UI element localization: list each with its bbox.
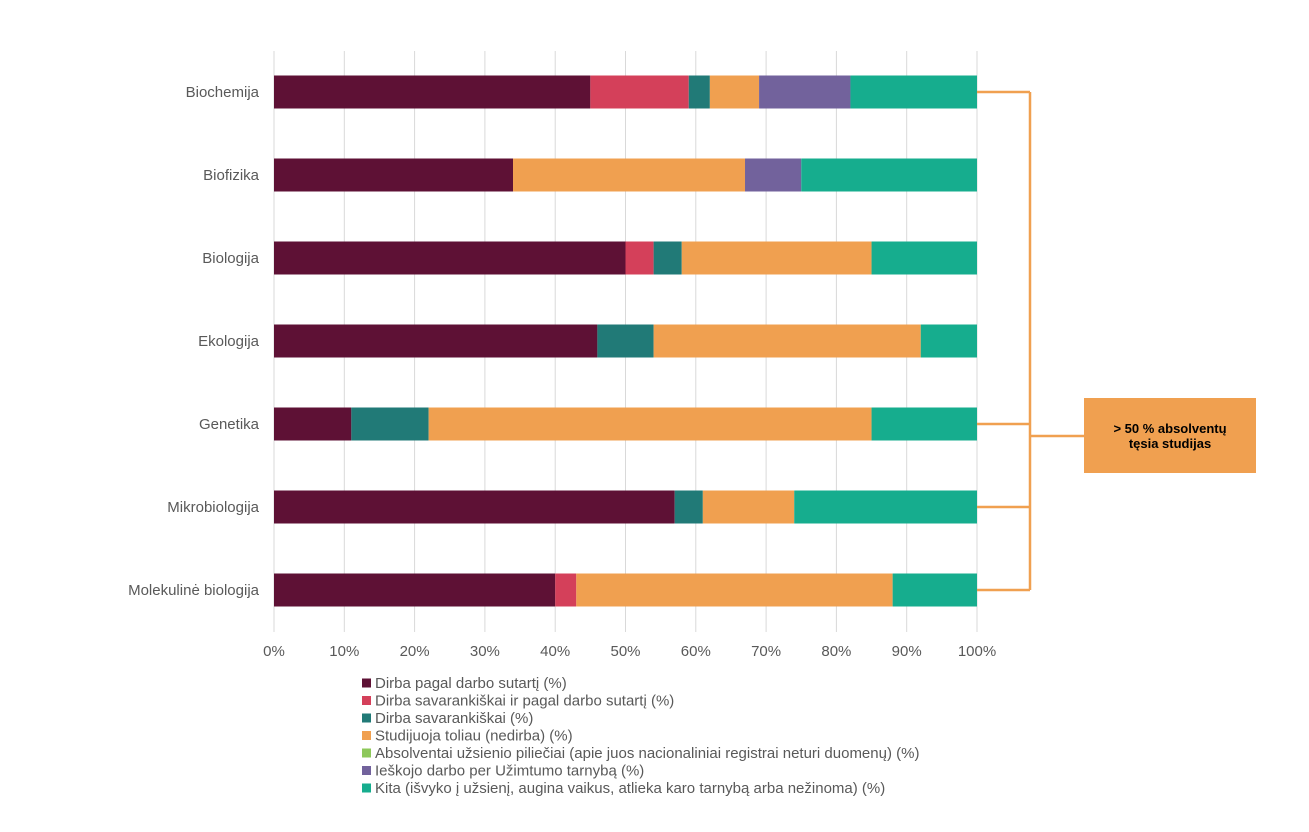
legend: Dirba pagal darbo sutartį (%)Dirba savar… <box>362 675 919 797</box>
bar-segment <box>274 158 514 192</box>
bars <box>274 75 977 607</box>
x-tick-label: 90% <box>892 643 922 660</box>
x-tick-label: 30% <box>470 643 500 660</box>
legend-entry: Studijuoja toliau (nedirba) (%) <box>375 728 573 745</box>
legend-swatch <box>362 748 371 758</box>
bar-segment <box>351 407 429 441</box>
bar-segment <box>555 573 577 607</box>
bar-segment <box>428 407 872 441</box>
x-tick-label: 10% <box>329 643 359 660</box>
bar-segment <box>274 407 352 441</box>
bar-segment <box>513 158 746 192</box>
legend-swatch <box>362 731 371 740</box>
x-tick-label: 0% <box>263 643 285 660</box>
bar-segment <box>274 573 556 607</box>
bar-segment <box>653 324 921 358</box>
legend-entry: Dirba savarankiškai ir pagal darbo sutar… <box>375 693 674 710</box>
bar-segment <box>794 490 977 524</box>
category-label: Molekulinė biologija <box>128 582 260 599</box>
x-tick-label: 70% <box>751 643 781 660</box>
legend-swatch <box>362 783 371 793</box>
bar-segment <box>625 241 654 275</box>
legend-entry: Ieškojo darbo per Užimtumo tarnybą (%) <box>375 763 644 780</box>
bar-segment <box>871 241 977 275</box>
bar-segment <box>850 75 977 109</box>
x-tick-labels: 0% 10% 20% 30% 40% 50% 60% 70% 80% 90% 100% <box>263 643 996 660</box>
bar-segment <box>801 158 977 192</box>
legend-swatch <box>362 713 371 723</box>
callout-bracket <box>977 90 1084 592</box>
x-tick-label: 100% <box>958 643 996 660</box>
bar-segment <box>759 75 851 109</box>
bar-segment <box>597 324 654 358</box>
bar-segment <box>590 75 689 109</box>
category-label: Biochemija <box>186 84 260 101</box>
legend-entry: Kita (išvyko į užsienį, augina vaikus, a… <box>375 780 885 797</box>
legend-swatch <box>362 766 371 775</box>
legend-swatch <box>362 678 371 688</box>
callout-box: > 50 % absolventų tęsia studijas <box>1084 398 1256 473</box>
bar-segment <box>709 75 760 109</box>
x-tick-label: 50% <box>610 643 640 660</box>
bar-segment <box>274 241 626 275</box>
legend-entry: Absolventai užsienio piliečiai (apie juo… <box>375 745 919 762</box>
x-tick-label: 40% <box>540 643 570 660</box>
bar-segment <box>274 75 591 109</box>
category-label: Ekologija <box>198 333 260 350</box>
bar-segment <box>920 324 977 358</box>
bar-segment <box>576 573 893 607</box>
legend-entry: Dirba pagal darbo sutartį (%) <box>375 675 567 692</box>
category-label: Mikrobiologija <box>167 499 259 516</box>
callout-line1: > 50 % absolventų <box>1113 420 1227 436</box>
bar-segment <box>871 407 977 441</box>
bar-segment <box>681 241 872 275</box>
callout-line2: tęsia studijas <box>1128 435 1212 451</box>
bar-segment <box>274 324 598 358</box>
x-tick-label: 80% <box>821 643 851 660</box>
category-label: Biofizika <box>203 167 260 184</box>
bar-segment <box>674 490 703 524</box>
bar-segment <box>745 158 802 192</box>
bar-segment <box>688 75 710 109</box>
category-labels: Biochemija Biofizika Biologija Ekologija Gen… <box>128 84 260 599</box>
x-tick-label: 20% <box>400 643 430 660</box>
category-label: Biologija <box>202 250 259 267</box>
bar-segment <box>702 490 795 524</box>
bar-segment <box>274 490 675 524</box>
category-label: Genetika <box>199 416 260 433</box>
bar-segment <box>892 573 977 607</box>
bar-segment <box>653 241 682 275</box>
legend-swatch <box>362 696 371 705</box>
x-tick-label: 60% <box>681 643 711 660</box>
legend-entry: Dirba savarankiškai (%) <box>375 710 533 727</box>
